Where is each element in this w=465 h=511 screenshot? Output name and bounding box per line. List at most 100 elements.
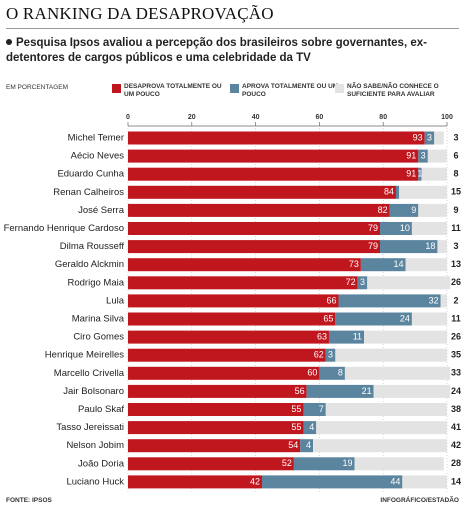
bar-segment [319, 366, 345, 380]
bar-segment [411, 222, 447, 235]
value-label: 10 [400, 223, 410, 233]
bar-segment [303, 403, 326, 416]
value-label: 3 [453, 241, 458, 251]
value-label: 4 [306, 440, 311, 450]
bar-segment [128, 149, 419, 163]
bar-segment [128, 366, 320, 380]
category-label: Luciano Huck [66, 476, 124, 487]
category-label: Lula [106, 295, 125, 306]
bar-segment [357, 276, 368, 290]
value-label: 84 [384, 187, 394, 197]
category-label: Rodrigo Maia [68, 277, 125, 288]
value-label: 15 [451, 187, 461, 197]
value-label: 14 [394, 259, 404, 269]
value-label: 8 [453, 169, 458, 179]
value-label: 9 [453, 205, 458, 215]
value-label: 3 [421, 150, 426, 160]
value-label: 55 [291, 422, 301, 432]
value-label: 42 [451, 440, 461, 450]
value-label: 41 [451, 422, 461, 432]
value-label: 65 [323, 313, 333, 323]
value-label: 55 [291, 404, 301, 414]
bar-segment [293, 457, 355, 471]
bar-segment [421, 167, 447, 181]
category-label: Michel Temer [68, 133, 124, 144]
subtitle: Pesquisa Ipsos avaliou a percepção dos b… [6, 36, 446, 66]
bar-segment [399, 185, 447, 199]
value-label: 8 [338, 368, 343, 378]
bar-segment [373, 384, 451, 398]
bar-segment [367, 276, 451, 290]
bar-segment [395, 185, 400, 199]
legend-label: DESAPROVA TOTALMENTE OU UM POUCO [124, 83, 222, 98]
bar-segment [261, 475, 403, 489]
value-label: 28 [451, 458, 461, 468]
value-label: 21 [362, 386, 372, 396]
legend-swatch [112, 84, 121, 93]
value-label: 62 [314, 350, 324, 360]
value-label: 60 [307, 368, 317, 378]
value-label: 54 [288, 440, 298, 450]
bar-segment [440, 294, 447, 308]
bar-segment [313, 439, 447, 453]
value-label: 3 [360, 277, 365, 287]
bar-segment [128, 203, 390, 217]
category-label: Dilma Rousseff [60, 241, 125, 252]
bar-segment [128, 131, 425, 145]
value-label: 38 [451, 404, 461, 414]
bar-segment [427, 149, 447, 163]
value-label: 66 [327, 295, 337, 305]
bar-segment [128, 276, 358, 290]
category-label: Renan Calheiros [53, 187, 124, 198]
bar-segment [418, 149, 428, 163]
value-label: 52 [282, 458, 292, 468]
value-label: 4 [309, 422, 314, 432]
value-label: 24 [400, 313, 410, 323]
bar-segment [300, 439, 314, 453]
value-label: 1 [417, 169, 422, 179]
value-label: 63 [317, 331, 327, 341]
bar-segment [128, 403, 304, 416]
category-label: João Doria [78, 458, 125, 469]
x-tick-label: 60 [316, 114, 324, 121]
category-label: Marcello Crivella [54, 368, 125, 379]
bar-segment [335, 348, 447, 362]
bar-segment [380, 240, 438, 254]
value-label: 42 [250, 476, 260, 486]
value-label: 24 [451, 386, 461, 396]
x-tick-label: 40 [252, 114, 260, 121]
bar-segment [128, 421, 304, 435]
value-label: 6 [453, 150, 458, 160]
bar-segment [389, 203, 419, 217]
category-label: Fernando Henrique Cardoso [4, 223, 124, 234]
credit: INFOGRÁFICO/ESTADÃO [380, 497, 459, 504]
legend-swatch [230, 84, 239, 93]
legend-item: NÃO SABE/NÃO CONHECE O SUFICIENTE PARA A… [335, 83, 457, 99]
legend-swatch [335, 84, 344, 93]
value-label: 3 [453, 132, 458, 142]
x-tick-label: 20 [188, 114, 196, 121]
unit-note: EM PORCENTAGEM [6, 84, 68, 91]
bar-segment [405, 258, 447, 272]
value-label: 2 [453, 295, 458, 305]
bar-segment [418, 203, 447, 217]
bar-segment [402, 475, 447, 489]
value-label: 11 [451, 313, 461, 323]
value-label: 11 [451, 223, 461, 233]
value-label: 93 [413, 132, 423, 142]
bar-segment [424, 131, 435, 145]
value-label: 73 [349, 259, 359, 269]
value-label: 3 [427, 132, 432, 142]
value-label: 79 [368, 223, 378, 233]
bar-segment [325, 403, 447, 416]
legend-item: DESAPROVA TOTALMENTE OU UM POUCO [112, 83, 224, 99]
title: O RANKING DA DESAPROVAÇÃO [6, 4, 274, 23]
bar-segment [128, 457, 294, 471]
bar-segment [128, 439, 301, 453]
value-label: 72 [346, 277, 356, 287]
value-label: 26 [451, 277, 461, 287]
bar-segment [335, 312, 412, 326]
legend-label: NÃO SABE/NÃO CONHECE O SUFICIENTE PARA A… [347, 83, 439, 98]
